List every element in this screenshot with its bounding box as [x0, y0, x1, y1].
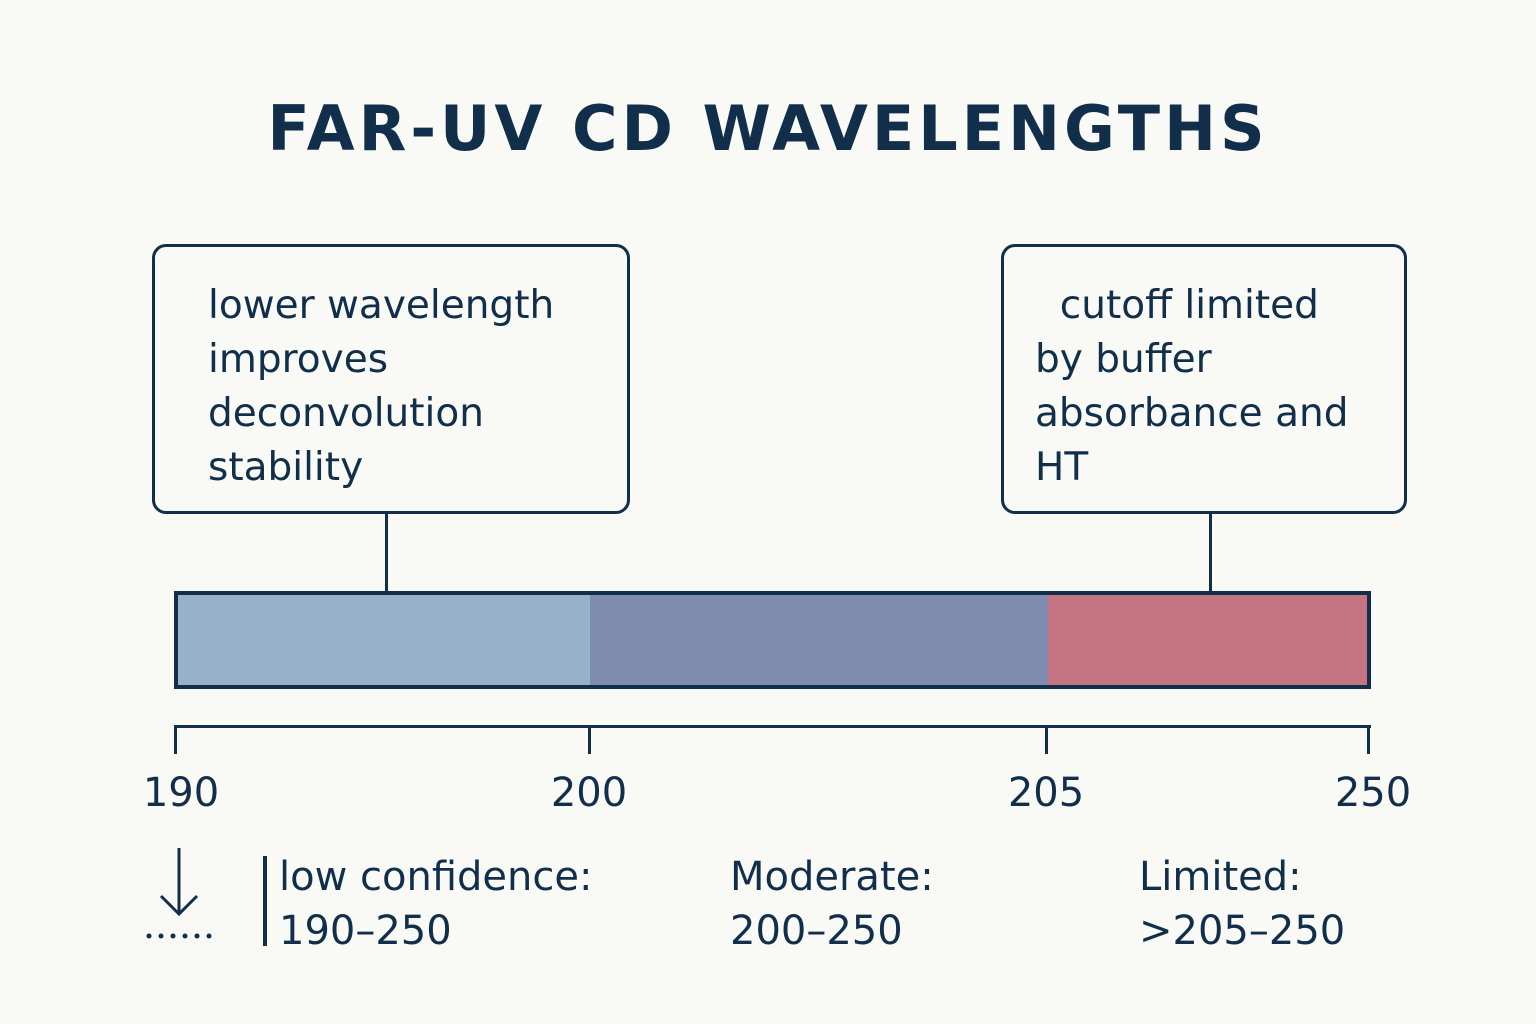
connector-left [385, 513, 388, 593]
legend-low-confidence: low confidence: 190–250 [279, 850, 592, 958]
legend-range: 190–250 [279, 908, 452, 954]
tick-label: 250 [1334, 770, 1412, 816]
callout-line: absorbance and [1035, 391, 1349, 436]
tick-200 [588, 726, 591, 754]
legend-range: >205–250 [1139, 908, 1346, 954]
legend-label: Moderate: [730, 854, 934, 900]
callout-cutoff: cutoff limited by buffer absorbance and … [1001, 244, 1407, 514]
callout-line: stability [208, 445, 364, 490]
segment-200-205 [590, 595, 1048, 685]
legend-moderate: Moderate: 200–250 [730, 850, 934, 958]
segment-190-200 [178, 595, 590, 685]
tick-250 [1367, 726, 1370, 754]
diagram-title: FAR-UV CD WAVELENGTHS [267, 92, 1269, 165]
connector-right [1209, 513, 1212, 593]
axis-line [174, 725, 1371, 728]
tick-label: 200 [550, 770, 628, 816]
callout-low-wavelength: lower wavelength improves deconvolution … [152, 244, 630, 514]
legend-limited: Limited: >205–250 [1139, 850, 1345, 958]
tick-label: 190 [142, 770, 220, 816]
callout-line: improves [208, 337, 389, 382]
callout-line: cutoff limited [1035, 283, 1319, 328]
callout-line: deconvolution [208, 391, 484, 436]
down-arrow-icon [146, 848, 212, 939]
tick-205 [1045, 726, 1048, 754]
segment-205-250 [1048, 595, 1367, 685]
legend-range: 200–250 [730, 908, 903, 954]
legend-divider [263, 856, 267, 946]
callout-line: by buffer [1035, 337, 1212, 382]
callout-line: lower wavelength [208, 283, 555, 328]
tick-190 [174, 726, 177, 754]
legend-label: low confidence: [279, 854, 593, 900]
callout-line: HT [1035, 445, 1089, 490]
tick-label: 205 [1007, 770, 1085, 816]
legend-label: Limited: [1139, 854, 1302, 900]
wavelength-bar [174, 591, 1371, 689]
